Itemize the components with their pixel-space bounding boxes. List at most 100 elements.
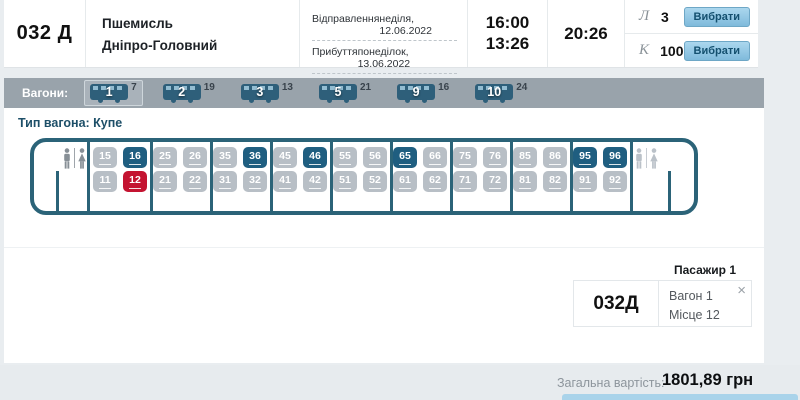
wagon-free-count: 16 (438, 82, 450, 93)
seat-36[interactable]: 36 (243, 147, 267, 168)
wagon-tab-5[interactable]: 5 21 (313, 80, 377, 106)
passenger-train-number: 032Д (574, 281, 659, 326)
seat-72: 72 (483, 171, 507, 192)
select-lux-button[interactable]: Вибрати (683, 6, 750, 27)
wagon-icon-body (240, 84, 279, 100)
seat-51: 51 (333, 171, 357, 192)
seat-95[interactable]: 95 (573, 147, 597, 168)
wagon-number: 3 (256, 84, 264, 99)
wagon-icon-body (318, 84, 357, 100)
seat-76: 76 (483, 147, 507, 168)
times-cell: 16:00 13:26 (468, 0, 548, 67)
seat-56: 56 (363, 147, 387, 168)
class-count-lux: 3 (661, 8, 669, 25)
seat-86: 86 (543, 147, 567, 168)
continue-button-partial[interactable] (562, 394, 798, 400)
person-male-icon (64, 148, 70, 169)
wagons-label: Вагони: (22, 86, 69, 100)
seat-21: 21 (153, 171, 177, 192)
seat-65[interactable]: 65 (393, 147, 417, 168)
train-route: Пшемисль Дніпро-Головний (86, 0, 300, 67)
seat-96[interactable]: 96 (603, 147, 627, 168)
seat-92: 92 (603, 171, 627, 192)
wagon-free-count: 21 (359, 82, 372, 93)
wagon-free-count: 24 (516, 82, 528, 93)
train-number: 032 Д (4, 0, 86, 67)
departure-date: неділя, 12.06.2022 (379, 13, 432, 37)
wagon-icon: 1 (90, 83, 129, 103)
wagon-tab-10[interactable]: 10 24 (469, 80, 533, 106)
wagon-icon: 9 (397, 83, 436, 103)
class-row-kupe: К 100 Вибрати (625, 34, 758, 67)
person-male-icon (636, 148, 642, 169)
wagon-number: 1 (105, 84, 113, 99)
passenger-card: 032Д Вагон 1 Місце 12 × (573, 280, 752, 327)
seat-11: 11 (93, 171, 117, 192)
seat-31: 31 (213, 171, 237, 192)
wagon-tab-9[interactable]: 9 16 (391, 80, 455, 106)
seat-26: 26 (183, 147, 207, 168)
wagons-bar: Вагони: 1 7 2 19 3 13 5 21 9 16 10 24 (4, 78, 764, 108)
section-divider (4, 247, 764, 248)
class-cell: Л 3 Вибрати К 100 Вибрати (625, 0, 758, 67)
wagon-icon-body (162, 84, 201, 100)
seat-35: 35 (213, 147, 237, 168)
seat-75: 75 (453, 147, 477, 168)
compartment-divider (510, 140, 513, 211)
seat-46[interactable]: 46 (303, 147, 327, 168)
departure-row: Відправлення неділя, 12.06.2022 (312, 13, 457, 41)
seat-32: 32 (243, 171, 267, 192)
select-kupe-button[interactable]: Вибрати (683, 40, 750, 61)
wagon-icon-body (397, 84, 436, 100)
seat-82: 82 (543, 171, 567, 192)
person-female-icon (78, 148, 86, 169)
arrival-time: 13:26 (485, 33, 530, 53)
wagon-tab-3[interactable]: 3 13 (235, 80, 299, 106)
wagon-tabs: 1 7 2 19 3 13 5 21 9 16 10 24 (84, 80, 547, 106)
seat-71: 71 (453, 171, 477, 192)
door-line (668, 171, 671, 211)
wagon-number: 5 (334, 84, 342, 99)
total-label: Загальна вартість: (557, 376, 665, 390)
arrival-label: Прибуття (312, 46, 358, 58)
class-code-kupe: К (639, 42, 649, 58)
seat-25: 25 (153, 147, 177, 168)
wc-icons-left (62, 148, 87, 169)
seat-62: 62 (423, 171, 447, 192)
door-line (56, 171, 59, 211)
person-female-icon (650, 148, 658, 169)
seat-12[interactable]: 12 (123, 171, 147, 192)
compartment-divider (270, 140, 273, 211)
wagon-icon: 10 (475, 83, 514, 103)
wagon-free-count: 19 (203, 82, 215, 93)
seatmap-panel: Тип вагона: Купе 15 11 16 12 25 21 26 22 35 31 36 3… (4, 108, 764, 363)
wagon-icon: 5 (318, 83, 357, 103)
close-icon[interactable]: × (737, 282, 746, 299)
wagon-tab-2[interactable]: 2 19 (157, 80, 221, 106)
compartment-divider (630, 140, 633, 211)
class-count-kupe: 100 (660, 42, 684, 59)
wagon-type-label: Тип вагона: Купе (18, 116, 123, 130)
seat-66: 66 (423, 147, 447, 168)
departure-label: Відправлення (312, 13, 380, 25)
seat-15: 15 (93, 147, 117, 168)
seat-85: 85 (513, 147, 537, 168)
seat-81: 81 (513, 171, 537, 192)
wagon-icon-body (475, 84, 514, 100)
seat-42: 42 (303, 171, 327, 192)
class-row-lux: Л 3 Вибрати (625, 0, 758, 34)
seat-41: 41 (273, 171, 297, 192)
compartment-divider (330, 140, 333, 211)
wagon-number: 9 (412, 84, 420, 99)
wc-icons-right (634, 148, 659, 169)
footer: Загальна вартість: 1801,89 грн (0, 365, 800, 400)
wagon-free-count: 7 (131, 82, 137, 93)
compartment-divider (87, 140, 90, 211)
seat-16[interactable]: 16 (123, 147, 147, 168)
dates-cell: Відправлення неділя, 12.06.2022 Прибуття… (300, 0, 468, 74)
total-value: 1801,89 грн (662, 371, 754, 389)
wagon-icon: 3 (240, 83, 279, 103)
compartment-divider (570, 140, 573, 211)
seat-52: 52 (363, 171, 387, 192)
